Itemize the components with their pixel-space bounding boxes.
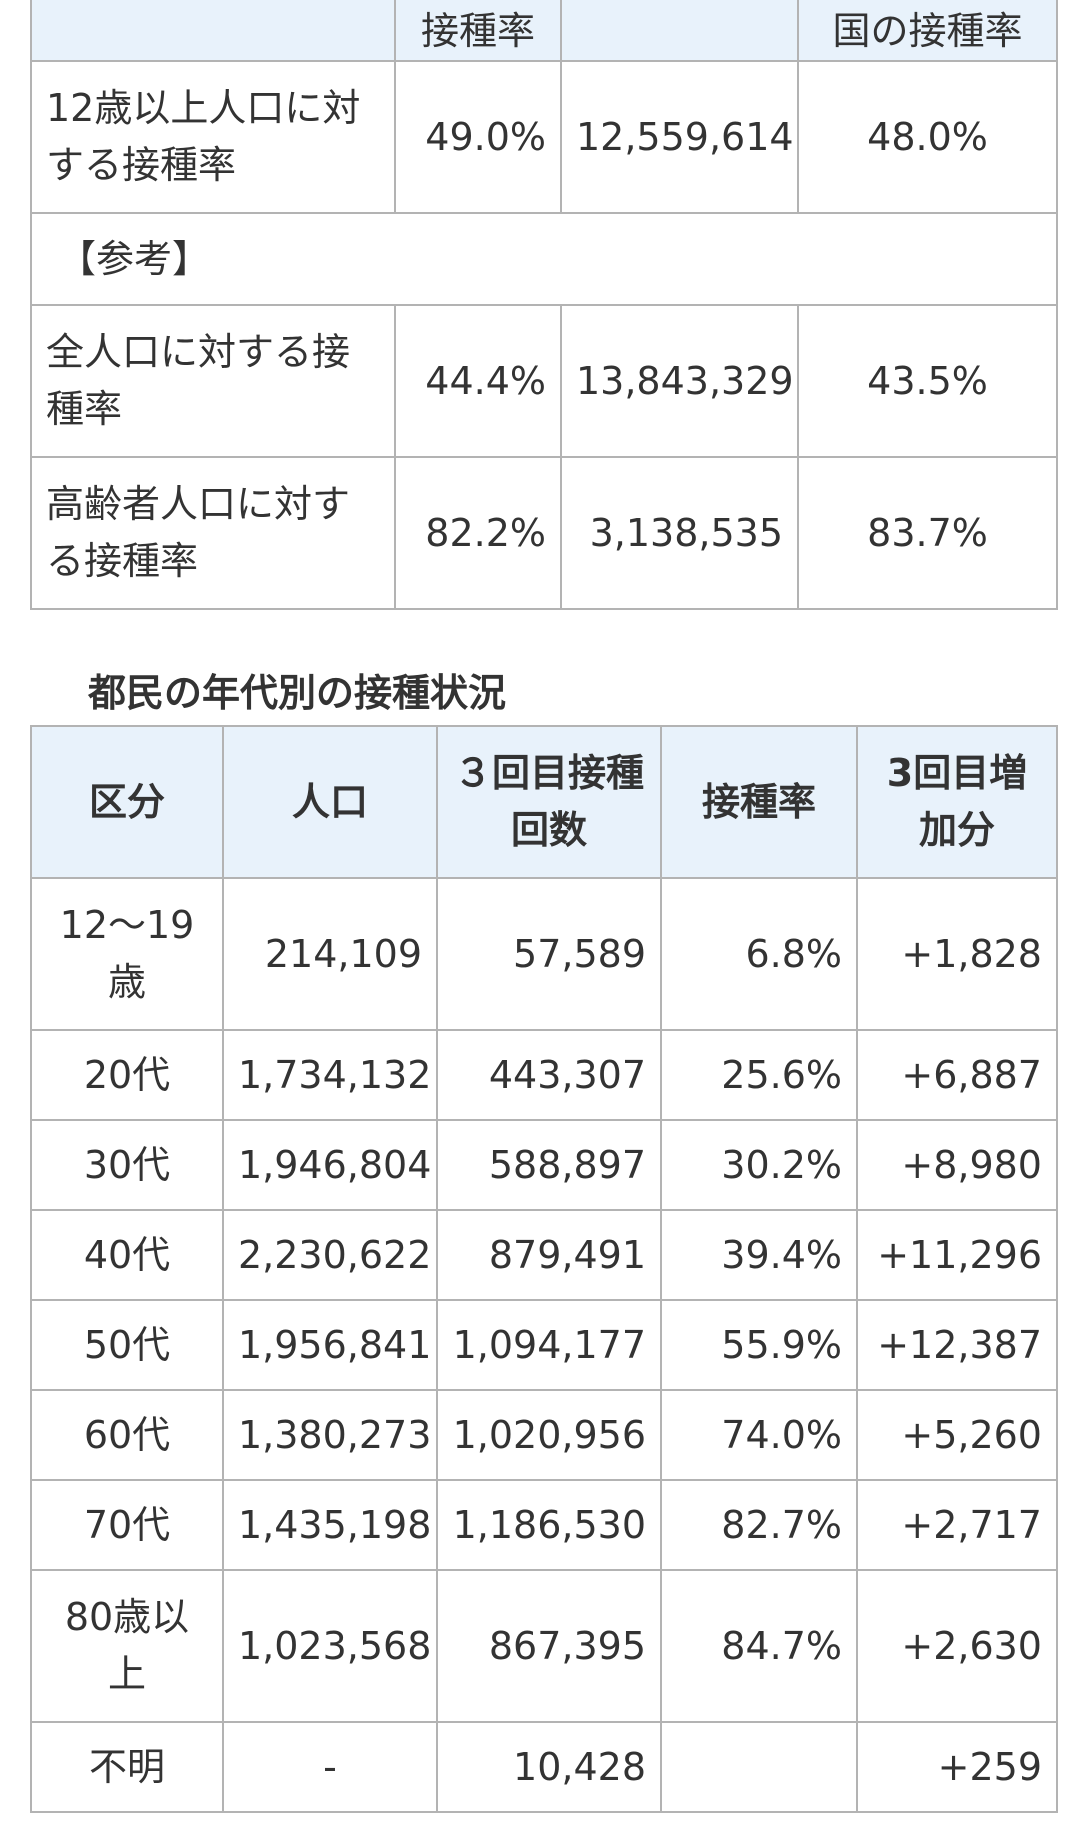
population-cell: 1,734,132 bbox=[222, 1029, 438, 1121]
population-cell: 214,109 bbox=[222, 877, 438, 1031]
table-row: 不明 -10,428 +259 bbox=[30, 1721, 1058, 1813]
vaccination-rate-cell: 74.0% bbox=[660, 1389, 858, 1481]
vaccination-rate-cell: 30.2% bbox=[660, 1119, 858, 1211]
third-dose-count-cell: 588,897 bbox=[436, 1119, 662, 1211]
table-row: 70代 1,435,198 1,186,530 82.7% +2,717 bbox=[30, 1479, 1058, 1571]
summary-header-row: 接種率 国の接種率 bbox=[30, 0, 1058, 62]
summary-row-count: 3,138,535 bbox=[560, 456, 799, 610]
summary-row-rate: 82.2% bbox=[394, 456, 562, 610]
age-header-cell: 区分 bbox=[30, 725, 224, 879]
age-category-cell: 80歳以上 bbox=[30, 1569, 224, 1723]
table-row: 12～19歳 214,109 57,589 6.8% +1,828 bbox=[30, 877, 1058, 1031]
summary-header-cell bbox=[560, 0, 799, 62]
third-dose-increase-cell: +2,717 bbox=[856, 1479, 1058, 1571]
age-category-cell: 30代 bbox=[30, 1119, 224, 1211]
third-dose-increase-cell: +11,296 bbox=[856, 1209, 1058, 1301]
third-dose-count-cell: 1,094,177 bbox=[436, 1299, 662, 1391]
vaccination-rate-cell: 39.4% bbox=[660, 1209, 858, 1301]
population-cell: 1,380,273 bbox=[222, 1389, 438, 1481]
vaccination-rate-cell: 84.7% bbox=[660, 1569, 858, 1723]
summary-row-national: 48.0% bbox=[797, 60, 1058, 214]
summary-row-label: 全人口に対する接種率 bbox=[30, 304, 396, 458]
third-dose-count-cell: 443,307 bbox=[436, 1029, 662, 1121]
table-row: 20代 1,734,132 443,307 25.6% +6,887 bbox=[30, 1029, 1058, 1121]
age-category-cell: 60代 bbox=[30, 1389, 224, 1481]
summary-row-count: 13,843,329 bbox=[560, 304, 799, 458]
table-row: 80歳以上 1,023,568 867,395 84.7% +2,630 bbox=[30, 1569, 1058, 1723]
age-category-cell: 40代 bbox=[30, 1209, 224, 1301]
age-header-cell: 3回目増加分 bbox=[856, 725, 1058, 879]
vaccination-rate-cell: 82.7% bbox=[660, 1479, 858, 1571]
summary-row-label: 12歳以上人口に対する接種率 bbox=[30, 60, 396, 214]
summary-row-rate: 44.4% bbox=[394, 304, 562, 458]
summary-row: 12歳以上人口に対する接種率 49.0% 12,559,614 48.0% bbox=[30, 60, 1058, 214]
summary-header-cell bbox=[30, 0, 396, 62]
summary-row-national: 43.5% bbox=[797, 304, 1058, 458]
third-dose-count-cell: 57,589 bbox=[436, 877, 662, 1031]
third-dose-count-cell: 867,395 bbox=[436, 1569, 662, 1723]
population-cell: - bbox=[222, 1721, 438, 1813]
section-title: 都民の年代別の接種状況 bbox=[88, 671, 507, 715]
third-dose-increase-cell: +6,887 bbox=[856, 1029, 1058, 1121]
population-cell: 1,956,841 bbox=[222, 1299, 438, 1391]
age-header-cell: 人口 bbox=[222, 725, 438, 879]
vaccination-rate-cell: 55.9% bbox=[660, 1299, 858, 1391]
summary-row: 高齢者人口に対する接種率 82.2% 3,138,535 83.7% bbox=[30, 456, 1058, 610]
age-header-cell: ３回目接種回数 bbox=[436, 725, 662, 879]
table-row: 50代 1,956,841 1,094,177 55.9% +12,387 bbox=[30, 1299, 1058, 1391]
age-category-cell: 20代 bbox=[30, 1029, 224, 1121]
summary-header-cell: 接種率 bbox=[394, 0, 562, 62]
vaccination-rate-cell: 25.6% bbox=[660, 1029, 858, 1121]
age-category-cell: 50代 bbox=[30, 1299, 224, 1391]
vaccination-rate-cell: 6.8% bbox=[660, 877, 858, 1031]
summary-row-label: 高齢者人口に対する接種率 bbox=[30, 456, 396, 610]
summary-header-cell: 国の接種率 bbox=[797, 0, 1058, 62]
vaccination-rate-cell bbox=[660, 1721, 858, 1813]
third-dose-increase-cell: +12,387 bbox=[856, 1299, 1058, 1391]
age-category-cell: 12～19歳 bbox=[30, 877, 224, 1031]
population-cell: 1,435,198 bbox=[222, 1479, 438, 1571]
summary-row: 全人口に対する接種率 44.4% 13,843,329 43.5% bbox=[30, 304, 1058, 458]
reference-label: 【参考】 bbox=[30, 212, 1058, 306]
table-row: 30代 1,946,804 588,897 30.2% +8,980 bbox=[30, 1119, 1058, 1211]
third-dose-count-cell: 1,020,956 bbox=[436, 1389, 662, 1481]
summary-row-count: 12,559,614 bbox=[560, 60, 799, 214]
table-row: 60代 1,380,273 1,020,956 74.0% +5,260 bbox=[30, 1389, 1058, 1481]
summary-row-rate: 49.0% bbox=[394, 60, 562, 214]
third-dose-count-cell: 1,186,530 bbox=[436, 1479, 662, 1571]
population-cell: 1,023,568 bbox=[222, 1569, 438, 1723]
third-dose-count-cell: 879,491 bbox=[436, 1209, 662, 1301]
third-dose-increase-cell: +2,630 bbox=[856, 1569, 1058, 1723]
third-dose-increase-cell: +8,980 bbox=[856, 1119, 1058, 1211]
summary-row-national: 83.7% bbox=[797, 456, 1058, 610]
third-dose-increase-cell: +5,260 bbox=[856, 1389, 1058, 1481]
age-category-cell: 不明 bbox=[30, 1721, 224, 1813]
reference-row: 【参考】 bbox=[30, 212, 1058, 306]
age-table-body: 12～19歳 214,109 57,589 6.8% +1,828 20代 1,734,13… bbox=[30, 877, 1058, 1813]
age-breakdown-table: 区分 人口 ３回目接種回数 接種率 3回目増加分 12～19歳 214,109 57… bbox=[30, 725, 1058, 1813]
table-row: 40代 2,230,622 879,491 39.4% +11,296 bbox=[30, 1209, 1058, 1301]
age-category-cell: 70代 bbox=[30, 1479, 224, 1571]
age-header-cell: 接種率 bbox=[660, 725, 858, 879]
summary-table: 接種率 国の接種率 12歳以上人口に対する接種率 49.0% 12,559,61… bbox=[30, 0, 1058, 610]
third-dose-increase-cell: +259 bbox=[856, 1721, 1058, 1813]
third-dose-increase-cell: +1,828 bbox=[856, 877, 1058, 1031]
population-cell: 2,230,622 bbox=[222, 1209, 438, 1301]
population-cell: 1,946,804 bbox=[222, 1119, 438, 1211]
third-dose-count-cell: 10,428 bbox=[436, 1721, 662, 1813]
age-header-row: 区分 人口 ３回目接種回数 接種率 3回目増加分 bbox=[30, 725, 1058, 879]
